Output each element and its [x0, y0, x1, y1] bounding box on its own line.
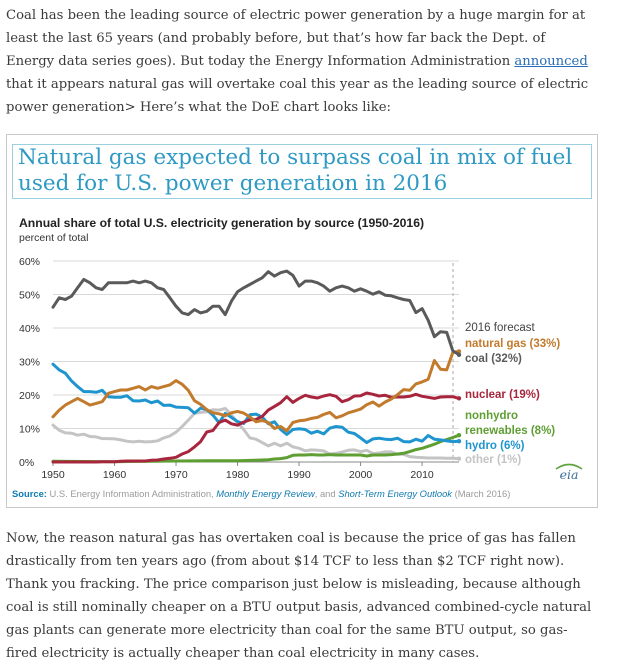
x-tick-label: 1970: [164, 469, 188, 481]
chart-title: Annual share of total U.S. electricity g…: [19, 216, 424, 230]
intro-text-before-link: Coal has been the leading source of elec…: [6, 8, 586, 69]
source-note: Source: U.S. Energy Information Administ…: [12, 488, 510, 499]
series-line-natural-gas: [51, 349, 461, 433]
series-end-point-hydro: [456, 439, 462, 444]
series-end-point-coal: [456, 352, 462, 357]
y-tick-label: 60%: [19, 256, 40, 268]
banner-title: Natural gas expected to surpass coal in …: [18, 145, 573, 196]
source-text-and: , and: [314, 488, 339, 499]
legend-label-renewables-1: nonhydro: [465, 410, 518, 422]
source-date: (March 2016): [451, 488, 511, 499]
y-tick-label: 20%: [19, 390, 40, 402]
y-tick-label: 0%: [19, 457, 34, 469]
legend-label-hydro: hydro (6%): [465, 440, 525, 452]
legend-label-nuclear: nuclear (19%): [465, 389, 540, 401]
eia-logo-swoosh: [555, 463, 583, 470]
y-tick-label: 10%: [19, 424, 40, 436]
series-end-point-renewables: [456, 433, 462, 438]
legend-label-forecast: 2016 forecast: [465, 322, 535, 334]
x-tick-label: 1980: [226, 469, 250, 481]
line-chart: Annual share of total U.S. electricity g…: [19, 216, 583, 482]
y-tick-label: 50%: [19, 290, 40, 302]
series-line-other: [51, 406, 461, 461]
x-tick-label: 2010: [410, 469, 434, 481]
x-tick-label: 2000: [349, 469, 373, 481]
short-term-energy-outlook-link[interactable]: Short-Term Energy Outlook: [338, 488, 452, 499]
legend-label-natural-gas: natural gas (33%): [465, 338, 560, 350]
series-line-nuclear: [51, 391, 461, 464]
x-tick-label: 1990: [287, 469, 311, 481]
announced-link[interactable]: announced: [514, 54, 588, 69]
series-end-point-nuclear: [456, 396, 462, 401]
explanation-paragraph: Now, the reason natural gas has overtake…: [6, 531, 592, 661]
source-label: Source:: [12, 488, 47, 499]
series-line-coal: [51, 269, 461, 357]
intro-text-after-link: that it appears natural gas will overtak…: [6, 77, 589, 115]
source-text: U.S. Energy Information Administration,: [46, 488, 217, 499]
chart-subtitle: percent of total: [19, 232, 88, 244]
legend-label-coal: coal (32%): [465, 353, 522, 365]
series-line-renewables: [51, 433, 461, 464]
y-tick-label: 40%: [19, 323, 40, 335]
eia-chart-figure: Natural gas expected to surpass coal in …: [6, 134, 598, 508]
legend-label-other: other (1%): [465, 454, 521, 466]
series-end-point-other: [456, 456, 462, 461]
intro-paragraph: Coal has been the leading source of elec…: [6, 4, 596, 119]
eia-logo: eia: [560, 467, 579, 482]
monthly-energy-review-link[interactable]: Monthly Energy Review: [216, 488, 315, 499]
legend-label-renewables-2: renewables (8%): [465, 425, 555, 437]
y-tick-label: 30%: [19, 357, 40, 369]
x-tick-label: 1950: [41, 469, 65, 481]
x-tick-label: 1960: [103, 469, 127, 481]
series-line-hydro: [51, 362, 461, 445]
chart-banner: Natural gas expected to surpass coal in …: [12, 144, 592, 199]
